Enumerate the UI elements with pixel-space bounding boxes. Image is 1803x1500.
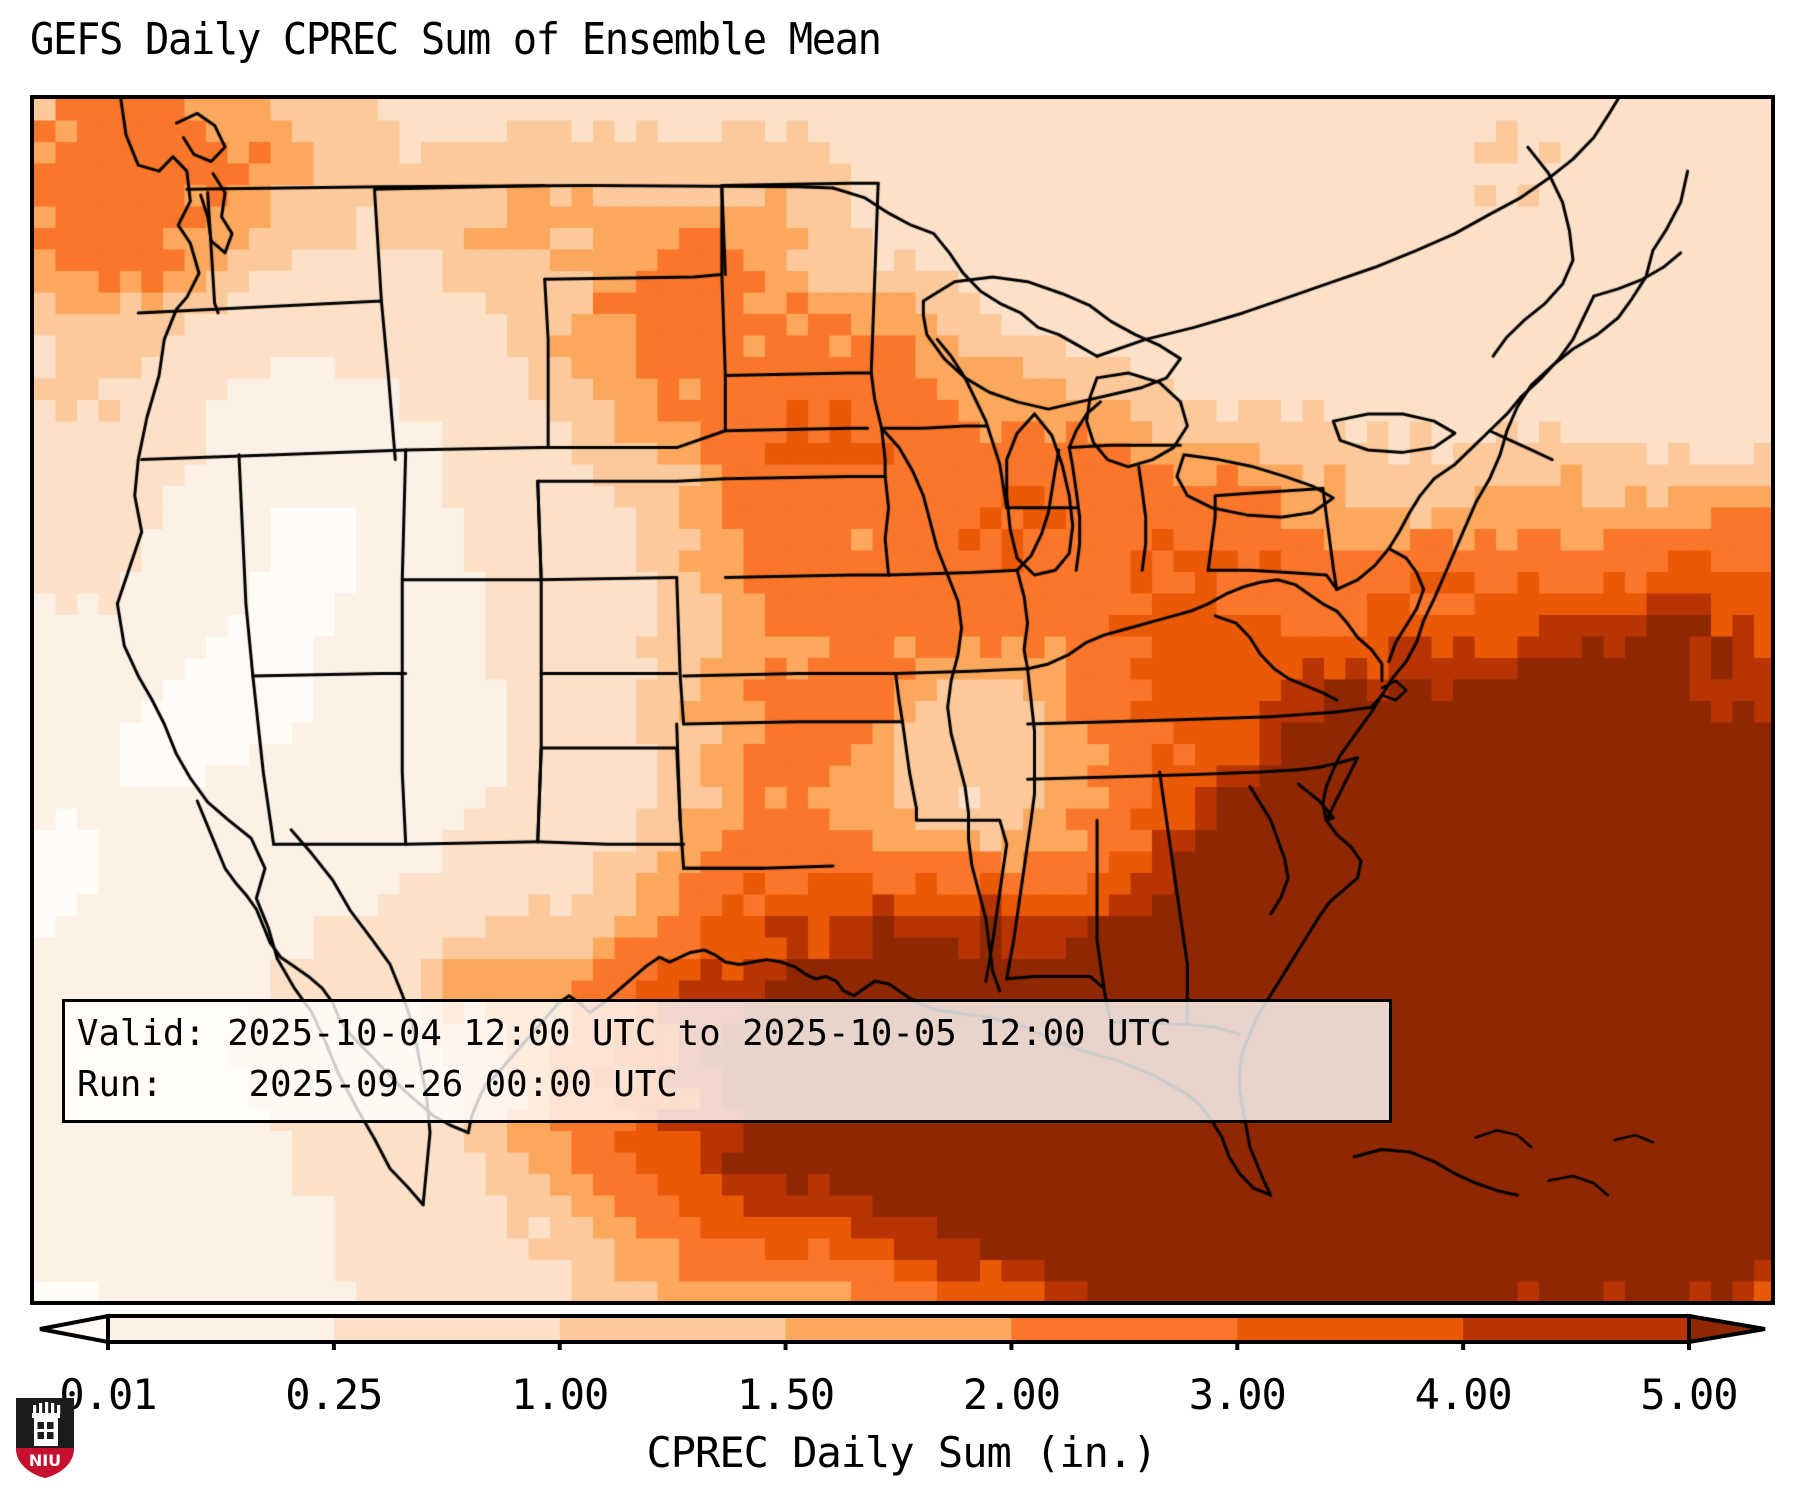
niu-shield-logo: NIU — [16, 1398, 74, 1478]
valid-run-info-box: Valid: 2025-10-04 12:00 UTC to 2025-10-0… — [62, 999, 1392, 1124]
colorbar-tick-1-50: 1.50 — [736, 1370, 835, 1419]
valid-time-line: Valid: 2025-10-04 12:00 UTC to 2025-10-0… — [77, 1013, 1172, 1054]
niu-logo-text: NIU — [29, 1451, 61, 1470]
page-title: GEFS Daily CPREC Sum of Ensemble Mean — [30, 14, 882, 65]
colorbar-axis-label: CPREC Daily Sum (in.) — [646, 1428, 1157, 1477]
colorbar-tick-labels: 0.01 0.25 1.00 1.50 2.00 3.00 4.00 5.00 — [0, 1370, 1803, 1422]
colorbar-tick-3-00: 3.00 — [1188, 1370, 1287, 1419]
colorbar-tick-0-25: 0.25 — [285, 1370, 383, 1419]
colorbar-tick-4-00: 4.00 — [1414, 1370, 1513, 1419]
colorbar-tick-5-00: 5.00 — [1640, 1370, 1738, 1419]
colorbar-tick-1-00: 1.00 — [511, 1370, 609, 1419]
colorbar — [30, 1312, 1775, 1350]
colorbar-tick-0-01: 0.01 — [59, 1370, 157, 1419]
colorbar-swatches — [39, 1313, 1766, 1350]
map-plot-area: Valid: 2025-10-04 12:00 UTC to 2025-10-0… — [30, 95, 1775, 1305]
run-time-line: Run: 2025-09-26 00:00 UTC — [77, 1064, 678, 1106]
colorbar-tick-2-00: 2.00 — [962, 1370, 1061, 1419]
